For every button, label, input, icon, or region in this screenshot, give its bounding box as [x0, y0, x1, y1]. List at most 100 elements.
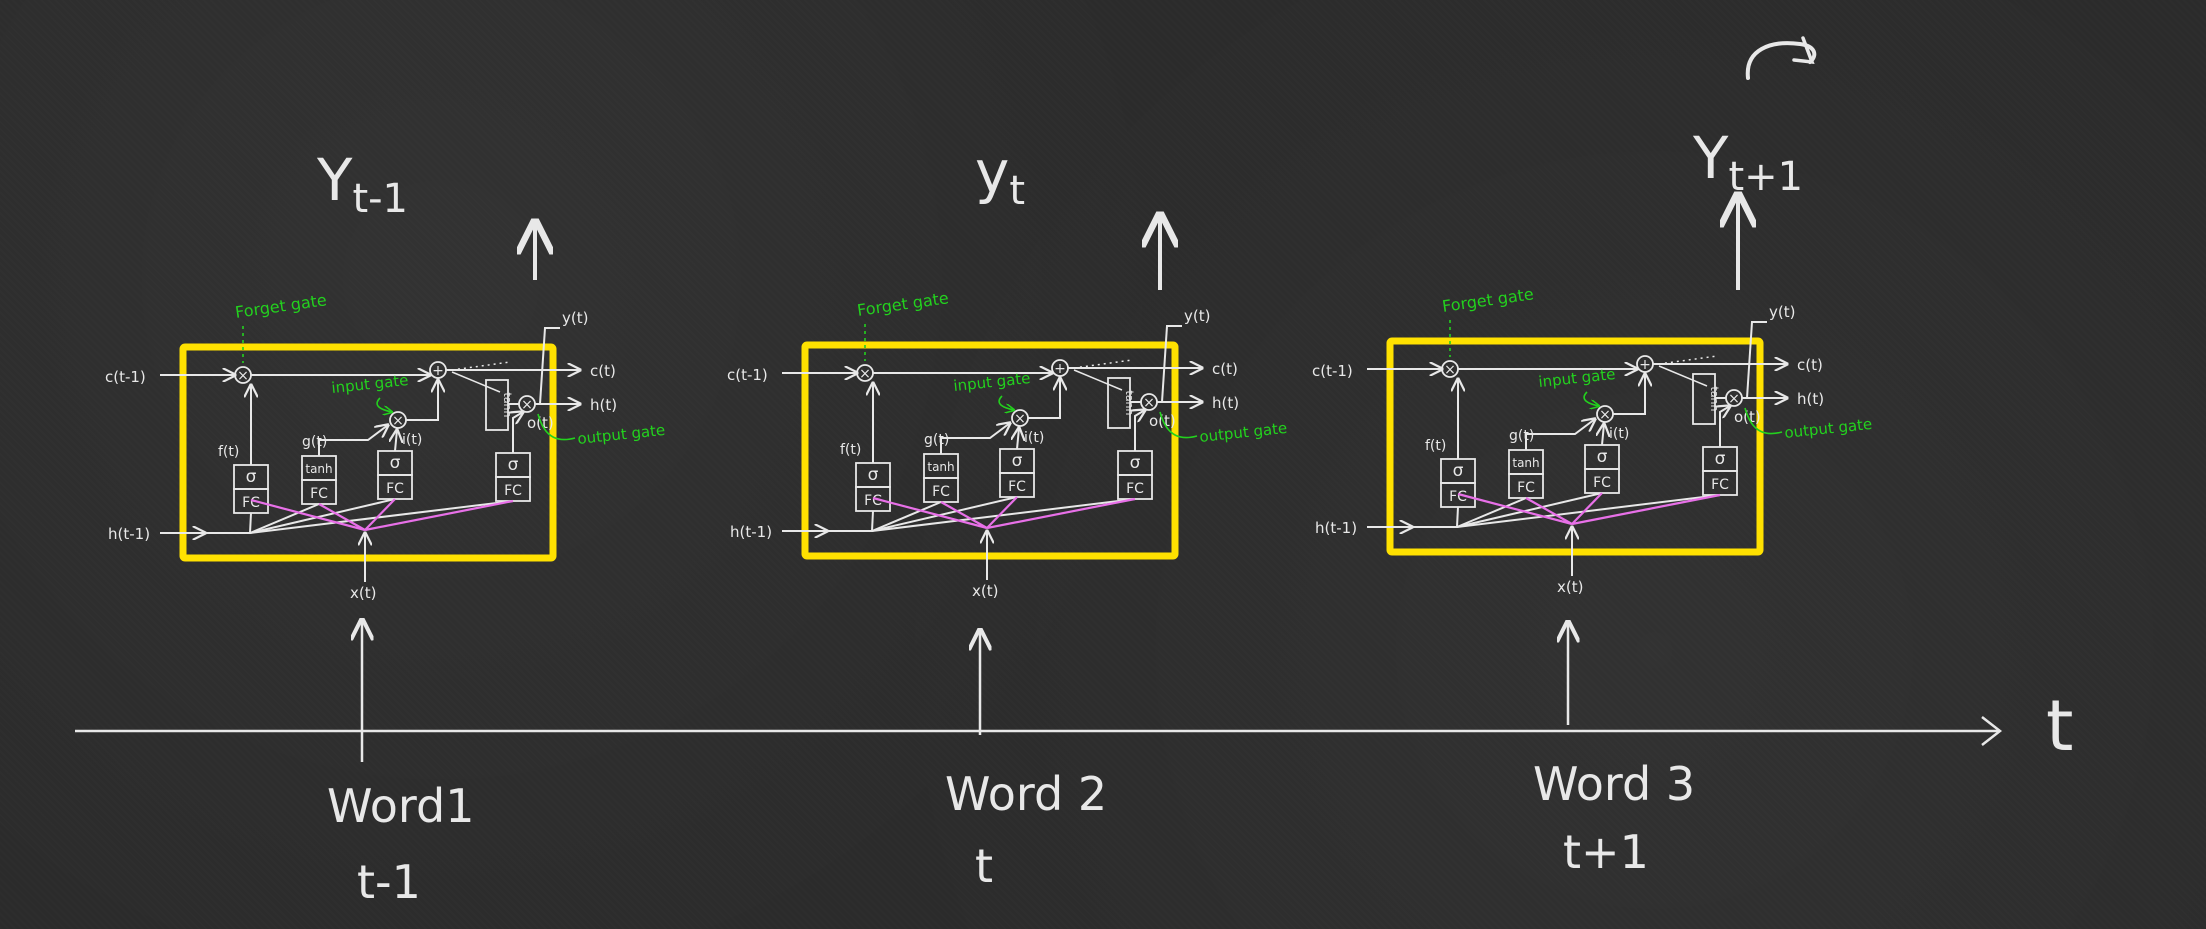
i-to-mult-line: [395, 430, 397, 452]
c-out-label: c(t): [1212, 360, 1238, 378]
x-to-output-line: [986, 497, 1136, 530]
h-to-input-line: [871, 496, 1018, 532]
input-gate-activation-label: σ: [1012, 451, 1023, 471]
c-out-label: c(t): [1797, 356, 1823, 374]
i-label: i(t): [1609, 426, 1629, 442]
y-out-label: y(t): [562, 309, 588, 327]
input-multiply-node-symbol: ×: [1599, 407, 1611, 423]
h-to-input-line: [1456, 492, 1603, 528]
c-in-label: c(t-1): [105, 368, 146, 386]
h-out-label: h(t): [1797, 390, 1824, 408]
x-to-candidate-line: [1525, 497, 1573, 525]
output-label: Yt-1: [316, 146, 408, 222]
input-gate-pointer: [1583, 391, 1599, 406]
time-label: t+1: [1563, 825, 1649, 879]
h-to-output-line: [249, 500, 514, 534]
input-gate-fc-label: FC: [1593, 475, 1611, 491]
cell-add-node-symbol: +: [432, 363, 444, 379]
x-to-forget-line: [1457, 492, 1573, 526]
y-out-line: [539, 327, 560, 405]
x-to-forget-line: [250, 498, 366, 532]
candidate-activation-label: tanh: [927, 460, 954, 474]
forget-gate-fc-label: FC: [1449, 489, 1467, 505]
y-out-line: [1746, 321, 1767, 399]
i-to-mult-line: [1602, 424, 1604, 446]
cell-to-tanh-dots: [451, 361, 511, 371]
output-symbol: y: [975, 138, 1009, 206]
x-to-output-line: [364, 499, 514, 532]
output-multiply-node-symbol: ×: [1143, 395, 1155, 411]
cell-to-output-line: [451, 371, 501, 393]
curved-arrow-icon: [1745, 41, 1817, 80]
cell-to-output-line: [1073, 369, 1123, 391]
o-to-mult-line: [1720, 406, 1730, 447]
h-to-output-line: [871, 498, 1136, 532]
input-gate-fc-label: FC: [1008, 479, 1026, 495]
output-gate-activation-label: σ: [1130, 453, 1141, 473]
x-to-candidate-line: [318, 503, 366, 531]
time-step-column-1: Yt-1 Word1 t-1: [316, 146, 535, 909]
output-symbol: Y: [1692, 124, 1729, 192]
candidate-fc-label: FC: [932, 484, 950, 500]
forget-multiply-node-symbol: ×: [237, 368, 249, 384]
word-label: Word 3: [1533, 757, 1695, 811]
input-to-add-line: [406, 380, 438, 421]
o-to-mult-line: [1135, 410, 1145, 451]
output-subscript: t-1: [352, 176, 408, 222]
lstm-cell-group-1: c(t-1) × + c(t)tanh × h(t)y(t)o(t)σFCtanhFCσF…: [105, 290, 666, 602]
output-label: Yt+1: [1692, 124, 1803, 200]
output-multiply-node-symbol: ×: [521, 397, 533, 413]
forget-gate-annotation: Forget gate: [1441, 284, 1535, 316]
output-gate-fc-label: FC: [1711, 477, 1729, 493]
time-label: t-1: [357, 855, 421, 909]
output-gate-fc-label: FC: [1126, 481, 1144, 497]
lstm-cell-border: [179, 343, 557, 562]
c-in-label: c(t-1): [727, 366, 768, 384]
f-label: f(t): [840, 442, 861, 458]
output-gate-activation-label: σ: [1715, 449, 1726, 469]
input-to-add-line: [1613, 374, 1645, 415]
forget-gate-annotation: Forget gate: [856, 288, 950, 320]
forget-gate-fc-label: FC: [864, 493, 882, 509]
input-gate-pointer: [998, 395, 1014, 410]
y-out-label: y(t): [1184, 307, 1210, 325]
lstm-cell-group-3: c(t-1) × + c(t)tanh × h(t)y(t)o(t)σFCtanhFCσF…: [1312, 284, 1873, 596]
h-out-label: h(t): [590, 396, 617, 414]
output-gate-activation-label: σ: [508, 455, 519, 475]
forget-gate-fc-label: FC: [242, 495, 260, 511]
input-to-add-line: [1028, 378, 1060, 419]
output-gate-annotation: output gate: [1784, 415, 1873, 442]
x-to-output-line: [1571, 493, 1721, 526]
cell-add-node-symbol: +: [1639, 357, 1651, 373]
candidate-activation-label: tanh: [1512, 456, 1539, 470]
lstm-cell-border: [1386, 337, 1764, 556]
time-axis-arrowhead: [1981, 716, 2003, 746]
h-in-label: h(t-1): [1315, 519, 1357, 537]
h-to-output-line: [1456, 494, 1721, 528]
output-gate-pointer: [1744, 407, 1783, 435]
x-in-label: x(t): [972, 582, 998, 600]
input-multiply-node-symbol: ×: [1014, 411, 1026, 427]
output-gate-fc-label: FC: [504, 483, 522, 499]
forget-multiply-node-symbol: ×: [1444, 362, 1456, 378]
h-to-candidate-line: [249, 503, 320, 534]
g-to-input-mult-line: [1525, 419, 1595, 450]
cell-to-tanh-dots: [1073, 359, 1133, 369]
time-step-column-3: Yt+1 Word 3 t+1: [1533, 124, 1803, 879]
h-in-label: h(t-1): [730, 523, 772, 541]
output-symbol: Y: [316, 146, 353, 214]
y-out-label: y(t): [1769, 303, 1795, 321]
output-label: yt: [975, 138, 1025, 214]
output-gate-pointer: [1159, 411, 1198, 439]
lstm-cell-border: [801, 341, 1179, 560]
cell-to-output-line: [1658, 365, 1708, 387]
time-label: t: [975, 839, 993, 893]
c-out-label: c(t): [590, 362, 616, 380]
g-label: g(t): [302, 434, 327, 450]
input-gate-activation-label: σ: [390, 453, 401, 473]
candidate-fc-label: FC: [310, 486, 328, 502]
x-to-candidate-line: [940, 501, 988, 529]
h-to-candidate-line: [871, 501, 942, 532]
forget-gate-activation-label: σ: [1453, 461, 1464, 481]
c-in-label: c(t-1): [1312, 362, 1353, 380]
